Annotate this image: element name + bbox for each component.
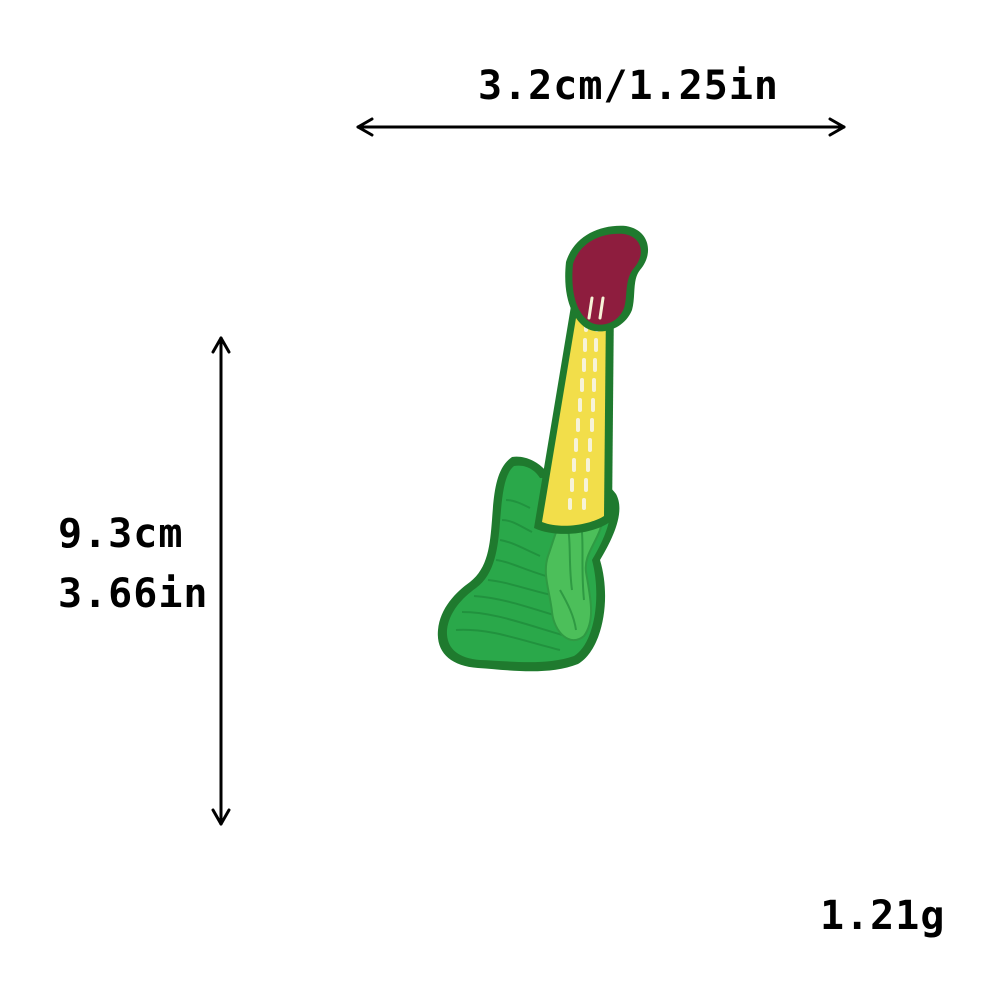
height-arrow [211, 336, 231, 826]
width-arrow [356, 117, 846, 137]
guitar-string-ends [587, 296, 605, 320]
guitar-headstock [572, 233, 641, 325]
height-cm-dimension-label: 9.3cm [58, 511, 184, 557]
width-dimension-label: 3.2cm/1.25in [478, 63, 779, 109]
guitar-patch-icon [437, 225, 649, 672]
weight-label: 1.21g [820, 893, 946, 939]
guitar-neck [542, 306, 606, 526]
height-in-dimension-label: 3.66in [58, 571, 209, 617]
